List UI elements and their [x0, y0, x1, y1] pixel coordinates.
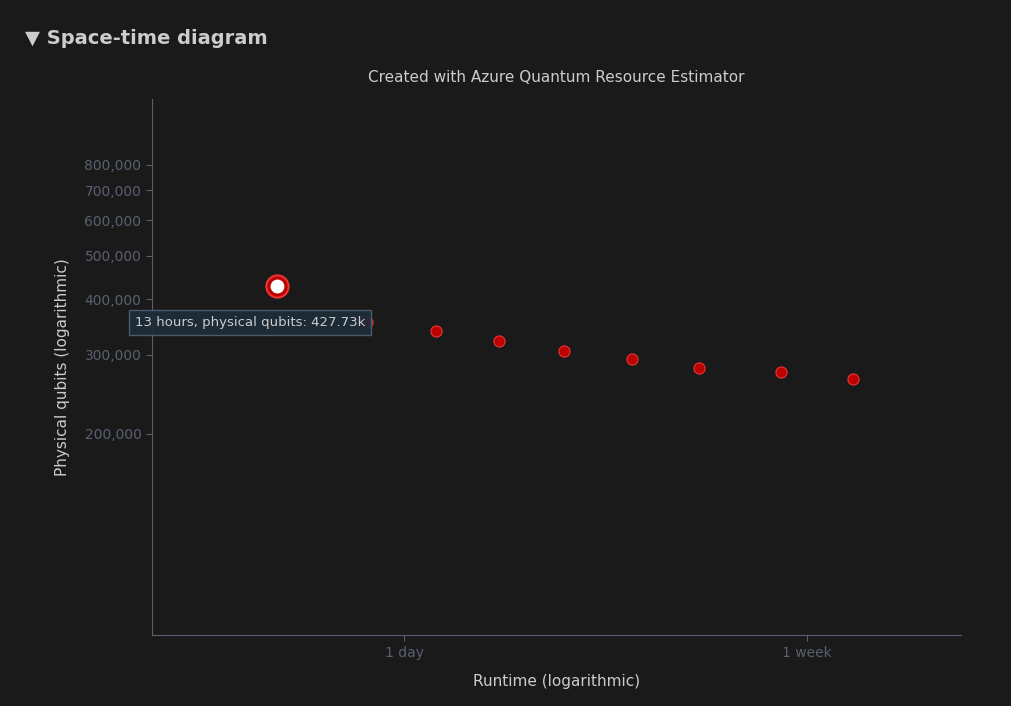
- Y-axis label: Physical qubits (logarithmic): Physical qubits (logarithmic): [56, 258, 71, 476]
- Text: 13 hours, physical qubits: 427.73k: 13 hours, physical qubits: 427.73k: [134, 316, 365, 330]
- Title: Created with Azure Quantum Resource Estimator: Created with Azure Quantum Resource Esti…: [368, 70, 744, 85]
- X-axis label: Runtime (logarithmic): Runtime (logarithmic): [472, 674, 640, 689]
- Text: ▼ Space-time diagram: ▼ Space-time diagram: [25, 30, 268, 48]
